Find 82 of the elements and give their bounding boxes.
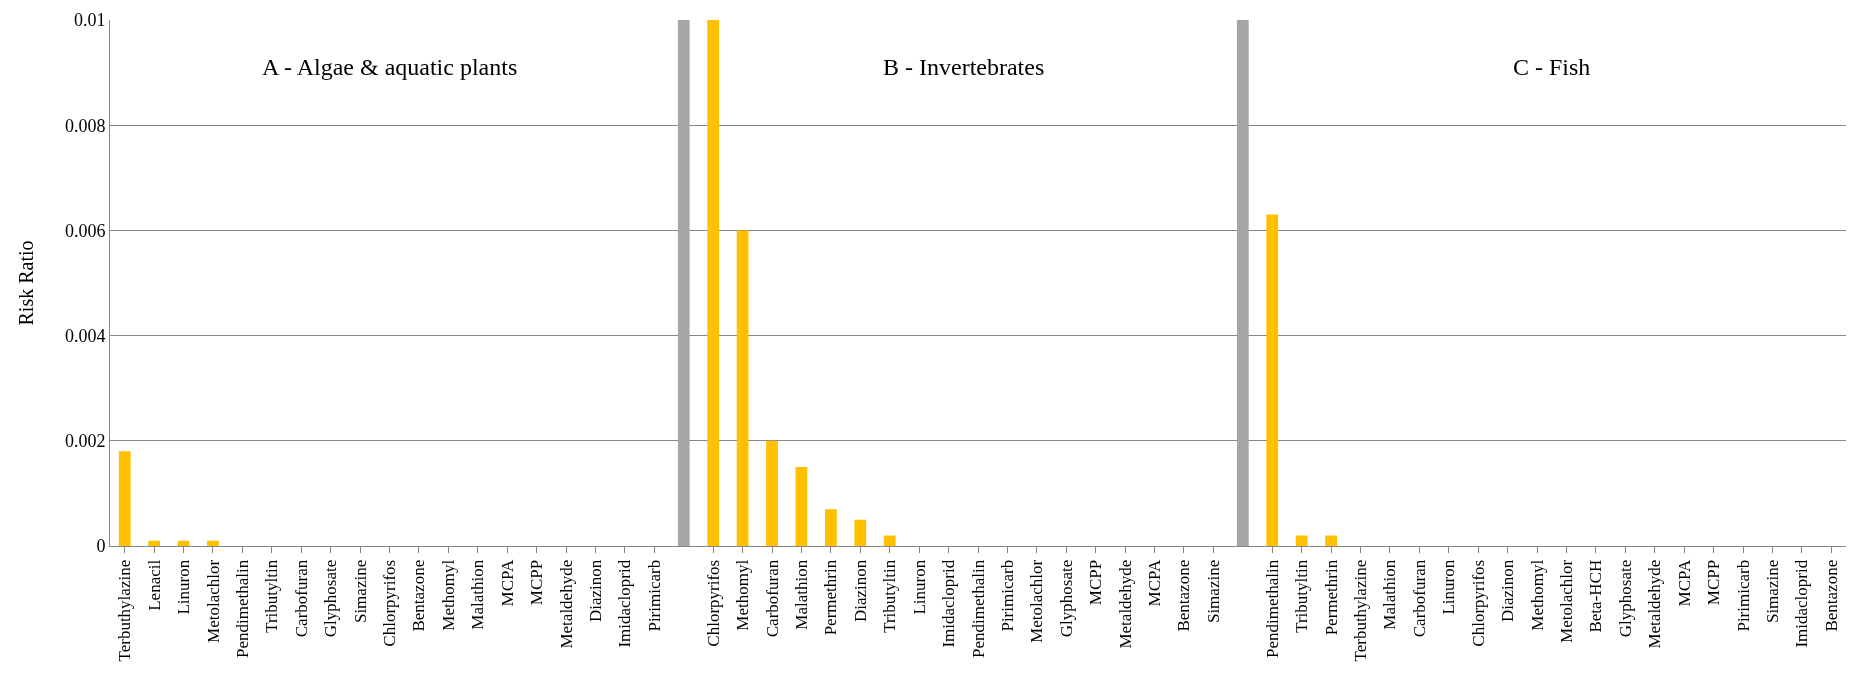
x-tick-label: Pirimicarb bbox=[1733, 559, 1753, 632]
x-tick-label: Simazine bbox=[1762, 559, 1782, 624]
bar bbox=[118, 451, 131, 546]
x-tick-label: Imidacloprid bbox=[615, 559, 635, 648]
x-tick-label: Chlorpyrifos bbox=[703, 559, 723, 647]
x-tick-label: MCPP bbox=[1086, 559, 1106, 606]
bar bbox=[1266, 214, 1279, 546]
x-tick-label: Pendimethalin bbox=[1262, 559, 1282, 659]
x-tick-label: Metolachlor bbox=[1027, 559, 1047, 643]
x-tick-label: Diazinon bbox=[850, 559, 870, 623]
x-tick-label: Tributyltin bbox=[880, 559, 900, 633]
bar bbox=[677, 20, 690, 546]
x-tick-label: Carbofuran bbox=[291, 559, 311, 638]
x-tick-label: Linuron bbox=[909, 559, 929, 615]
x-tick-label: Simazine bbox=[1203, 559, 1223, 624]
x-tick-label: Lenacil bbox=[144, 559, 164, 611]
x-tick-label: Metaldehyde bbox=[1115, 559, 1135, 649]
x-tick-label: MCPP bbox=[1704, 559, 1724, 606]
bar bbox=[1325, 535, 1337, 546]
bar bbox=[795, 467, 808, 546]
y-tick-label: 0.002 bbox=[64, 431, 106, 452]
y-tick-label: 0.008 bbox=[64, 115, 106, 136]
y-tick-label: 0.01 bbox=[73, 10, 106, 31]
x-tick-label: Malathion bbox=[791, 559, 811, 630]
y-tick-label: 0.004 bbox=[64, 325, 106, 346]
x-tick-label: Permethrin bbox=[1321, 559, 1341, 636]
x-tick-label: Pirimicarb bbox=[644, 559, 664, 632]
x-tick-label: Metolachlor bbox=[1556, 559, 1576, 643]
x-tick-label: Diazinon bbox=[1498, 559, 1518, 623]
x-tick-label: Malathion bbox=[1380, 559, 1400, 630]
bar bbox=[854, 519, 867, 546]
x-tick-label: Carbofuran bbox=[1409, 559, 1429, 638]
x-tick-label: Chlorpyrifos bbox=[1468, 559, 1488, 647]
annotation: B - Invertebrates bbox=[883, 54, 1045, 80]
x-tick-label: Carbofuran bbox=[762, 559, 782, 638]
x-tick-label: Linuron bbox=[174, 559, 194, 615]
x-tick-label: Glyphosate bbox=[1615, 559, 1635, 638]
x-tick-label: MCPA bbox=[1145, 559, 1165, 607]
bar bbox=[148, 540, 161, 546]
bar bbox=[883, 535, 896, 546]
x-tick-label: MCPA bbox=[497, 559, 517, 607]
bar bbox=[1295, 535, 1308, 546]
x-tick-label: Malathion bbox=[468, 559, 488, 630]
x-tick-label: Linuron bbox=[1439, 559, 1459, 615]
x-tick-label: MCPP bbox=[527, 559, 547, 606]
x-tick-label: Methomyl bbox=[438, 559, 458, 631]
y-tick-label: 0.006 bbox=[64, 220, 106, 241]
x-tick-label: Methomyl bbox=[1527, 559, 1547, 631]
x-tick-label: Pendimethalin bbox=[968, 559, 988, 659]
x-tick-label: Bentazone bbox=[1821, 559, 1841, 632]
x-tick-label: Methomyl bbox=[733, 559, 753, 631]
x-tick-label: Pirimicarb bbox=[997, 559, 1017, 632]
bar bbox=[766, 440, 778, 546]
x-tick-label: Simazine bbox=[350, 559, 370, 624]
x-tick-label: Pendimethalin bbox=[232, 559, 252, 659]
x-tick-label: Imidacloprid bbox=[1792, 559, 1812, 648]
x-tick-label: Glyphosate bbox=[1056, 559, 1076, 638]
bar bbox=[825, 509, 837, 546]
x-tick-label: Bentazone bbox=[409, 559, 429, 632]
x-tick-label: Beta-HCH bbox=[1586, 559, 1606, 633]
x-tick-label: Tributyltin bbox=[262, 559, 282, 633]
x-tick-label: Permethrin bbox=[821, 559, 841, 636]
bar bbox=[207, 540, 219, 546]
annotation: A - Algae & aquatic plants bbox=[262, 54, 518, 80]
x-tick-label: Glyphosate bbox=[321, 559, 341, 638]
x-tick-label: Bentazone bbox=[1174, 559, 1194, 632]
x-tick-label: Chlorpyrifos bbox=[380, 559, 400, 647]
bar bbox=[1236, 20, 1249, 546]
x-tick-label: Metaldehyde bbox=[556, 559, 576, 649]
x-tick-label: Metaldehyde bbox=[1645, 559, 1665, 649]
bar bbox=[707, 20, 720, 546]
x-tick-label: MCPA bbox=[1674, 559, 1694, 607]
x-tick-label: Tributyltin bbox=[1292, 559, 1312, 633]
x-tick-label: Terbuthylazine bbox=[115, 559, 135, 662]
x-tick-label: Diazinon bbox=[586, 559, 606, 623]
annotation: C - Fish bbox=[1513, 54, 1591, 80]
bar bbox=[736, 230, 749, 546]
x-tick-label: Terbuthylazine bbox=[1351, 559, 1371, 662]
y-tick-label: 0 bbox=[96, 536, 106, 557]
y-axis-title: Risk Ratio bbox=[15, 240, 38, 326]
x-tick-label: Metolachlor bbox=[203, 559, 223, 643]
x-tick-label: Imidacloprid bbox=[939, 559, 959, 648]
